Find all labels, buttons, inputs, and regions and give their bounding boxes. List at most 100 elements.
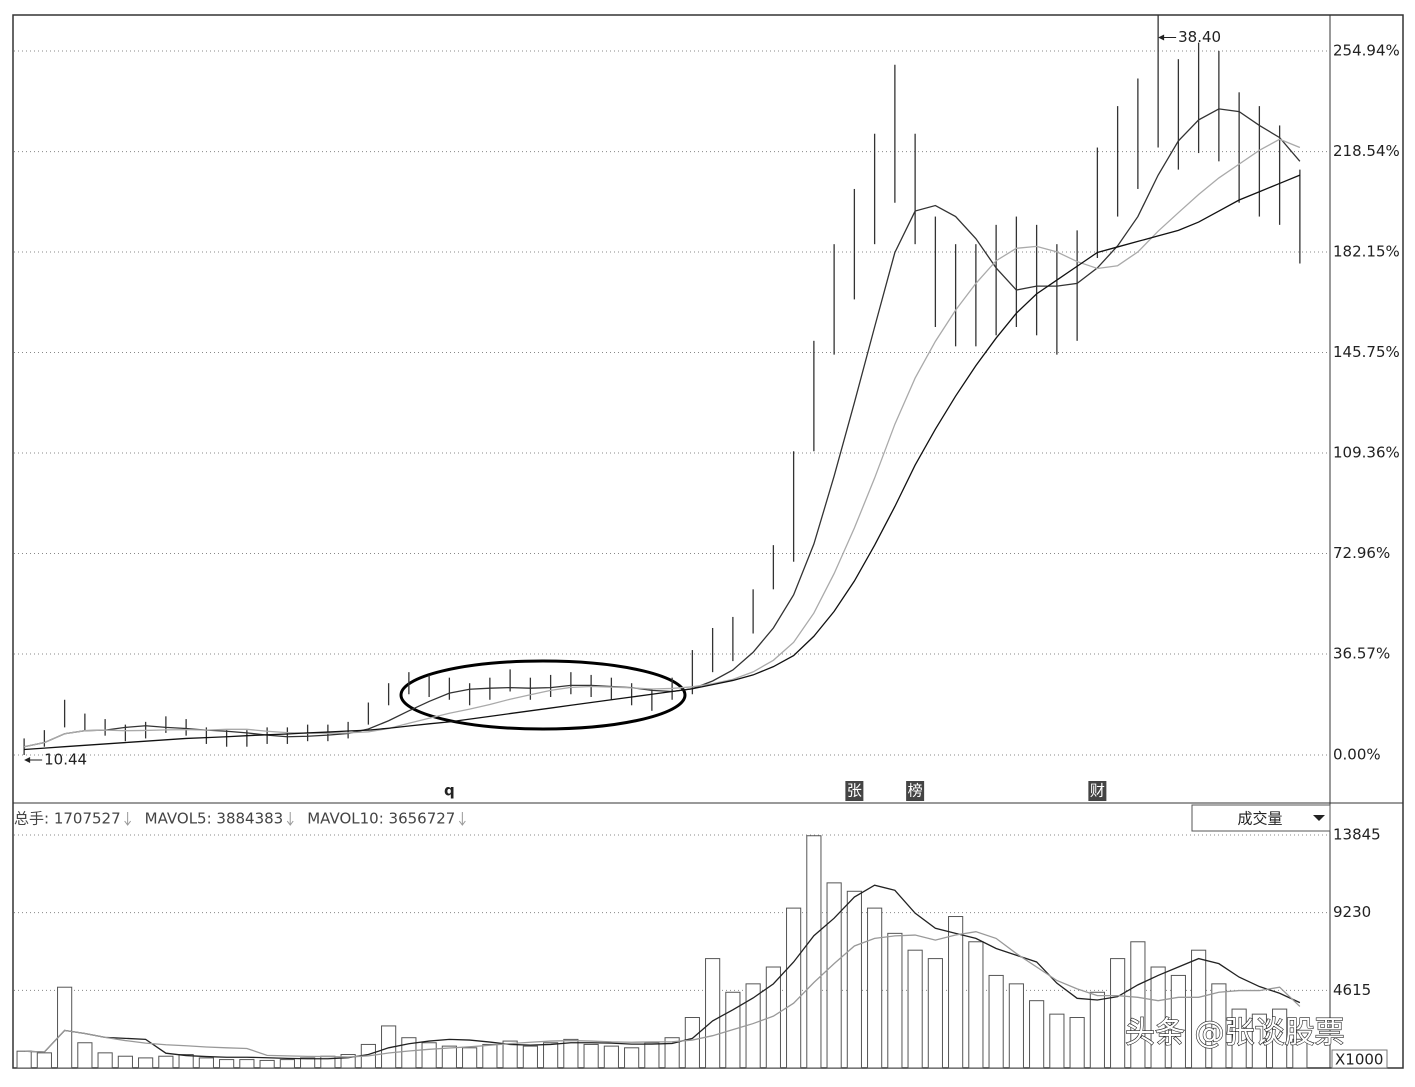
- volume-bar: [1150, 966, 1166, 1069]
- volume-bar: [927, 958, 943, 1069]
- volume-bar: [138, 1057, 154, 1069]
- volume-bar: [765, 966, 781, 1069]
- volume-bar: [1069, 1017, 1085, 1069]
- volume-bar: [1211, 983, 1227, 1069]
- event-label: 财: [1090, 782, 1105, 800]
- volume-bar: [401, 1037, 417, 1069]
- ma-line: [24, 884, 1301, 1060]
- volume-bar: [1130, 941, 1146, 1069]
- volume-bar: [1292, 1038, 1308, 1069]
- ma-line: [23, 108, 1301, 748]
- volume-bar: [1191, 949, 1207, 1069]
- annotation-arrowhead: [1158, 34, 1165, 41]
- volume-bar: [198, 1057, 214, 1069]
- volume-bar: [462, 1047, 478, 1069]
- legend-entry: 总手: 1707527: [14, 810, 121, 828]
- volume-bar: [421, 1042, 437, 1069]
- volume-bar: [97, 1052, 113, 1069]
- volume-bar: [907, 949, 923, 1069]
- volume-bar: [1110, 958, 1126, 1069]
- y-tick-label: 254.94%: [1333, 42, 1400, 60]
- volume-bar: [1089, 991, 1105, 1069]
- annotation-arrowhead: [24, 756, 31, 763]
- volume-bar: [239, 1059, 255, 1069]
- annotation-label: 38.40: [1178, 28, 1221, 46]
- event-box: [1088, 781, 1107, 801]
- volume-bar: [543, 1042, 559, 1069]
- y-tick-label: 218.54%: [1333, 142, 1400, 160]
- volume-bar: [664, 1037, 680, 1069]
- y-tick-label: 145.75%: [1333, 343, 1400, 361]
- volume-bar: [1049, 1013, 1065, 1069]
- y-tick-label: 182.15%: [1333, 243, 1400, 261]
- dropdown-arrow: [1313, 815, 1325, 821]
- volume-bar: [846, 890, 862, 1069]
- unit-box: [1331, 1049, 1388, 1069]
- indicator-dropdown[interactable]: [1191, 804, 1331, 832]
- event-label: 张: [847, 782, 862, 800]
- volume-bar: [988, 974, 1004, 1069]
- legend-entry: MAVOL5: 3884383: [145, 810, 284, 828]
- annotation-label: 10.44: [44, 750, 87, 768]
- volume-bar: [219, 1059, 235, 1069]
- volume-bar: [279, 1059, 295, 1069]
- volume-bar: [57, 986, 73, 1069]
- volume-bar: [117, 1055, 133, 1069]
- indicator-label: 成交量: [1237, 810, 1282, 828]
- ma-line: [24, 931, 1301, 1058]
- volume-bar: [1251, 1013, 1267, 1069]
- legend-entry: MAVOL10: 3656727: [307, 810, 455, 828]
- volume-bar: [16, 1050, 32, 1069]
- volume-bar: [502, 1040, 518, 1069]
- volume-bar: [482, 1043, 498, 1069]
- volume-bar: [441, 1045, 457, 1069]
- volume-bar: [745, 983, 761, 1069]
- volume-bar: [583, 1043, 599, 1069]
- volume-bar: [624, 1047, 640, 1069]
- legend-arrow: [286, 812, 294, 826]
- y-tick-label: 72.96%: [1333, 544, 1390, 562]
- y-tick-label: 36.57%: [1333, 645, 1390, 663]
- volume-bar: [1170, 974, 1186, 1069]
- volume-bar: [705, 958, 721, 1069]
- volume-bar: [1231, 1008, 1247, 1069]
- volume-bar: [806, 835, 822, 1069]
- volume-bar: [644, 1042, 660, 1069]
- y-tick-label: 0.00%: [1333, 745, 1381, 763]
- volume-bar: [968, 941, 984, 1069]
- volume-bar: [300, 1057, 316, 1069]
- volume-bar: [1008, 983, 1024, 1069]
- event-label: q: [444, 782, 455, 800]
- volume-bar: [786, 907, 802, 1069]
- volume-bar: [178, 1054, 194, 1069]
- ma-line: [24, 174, 1301, 751]
- y-tick-label: 9230: [1333, 903, 1371, 921]
- ma-line: [23, 138, 1301, 748]
- volume-bar: [684, 1017, 700, 1069]
- event-label: 榜: [908, 782, 923, 800]
- frame: [12, 14, 1404, 1069]
- y-tick-label: 4615: [1333, 981, 1371, 999]
- event-box: [845, 781, 864, 801]
- volume-bar: [603, 1045, 619, 1069]
- volume-bar: [1029, 1000, 1045, 1069]
- y-tick-label: 109.36%: [1333, 444, 1400, 462]
- volume-bar: [563, 1038, 579, 1069]
- legend-arrow: [458, 812, 466, 826]
- highlight-ellipse: [399, 659, 687, 731]
- volume-bar: [948, 916, 964, 1069]
- volume-bar: [77, 1042, 93, 1069]
- volume-bar: [887, 932, 903, 1069]
- volume-bar: [36, 1052, 52, 1069]
- volume-bar: [259, 1059, 275, 1069]
- volume-bar: [826, 882, 842, 1069]
- event-box: [906, 781, 925, 801]
- volume-bar: [867, 907, 883, 1069]
- watermark: 头条 @张谈股票: [1125, 1016, 1345, 1051]
- volume-bar: [1272, 1008, 1288, 1069]
- volume-bar: [522, 1045, 538, 1069]
- legend-arrow: [124, 812, 132, 826]
- volume-bar: [158, 1055, 174, 1069]
- y-tick-label: 13845: [1333, 825, 1381, 843]
